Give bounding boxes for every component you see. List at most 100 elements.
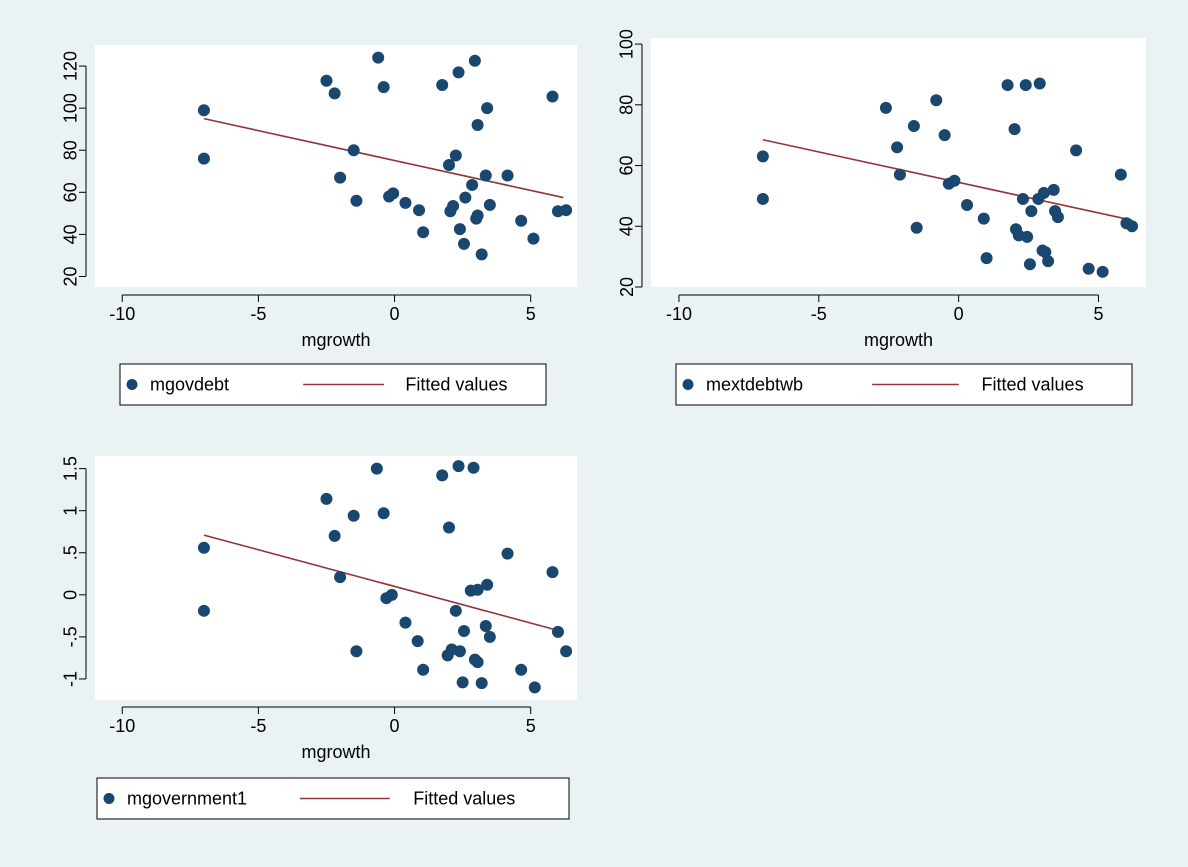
data-point: [385, 588, 398, 601]
x-tick-label: 0: [390, 716, 400, 736]
x-tick-label: 5: [526, 716, 536, 736]
data-point: [479, 169, 492, 182]
data-point: [1096, 265, 1109, 278]
data-point: [452, 66, 465, 79]
data-point: [334, 571, 347, 584]
data-point: [560, 645, 573, 658]
x-tick-label: -10: [109, 716, 135, 736]
plot-area: [95, 45, 577, 287]
data-point: [453, 223, 466, 236]
data-point: [501, 169, 514, 182]
data-point: [471, 118, 484, 131]
data-point: [467, 461, 480, 474]
data-point: [528, 681, 541, 694]
data-point: [449, 604, 462, 617]
data-point: [1070, 144, 1083, 157]
data-point: [197, 604, 210, 617]
data-point: [372, 51, 385, 64]
data-point: [413, 204, 426, 217]
x-tick-label: -5: [811, 304, 827, 324]
data-point: [475, 677, 488, 690]
data-point: [350, 194, 363, 207]
fitted-values-line: [203, 534, 564, 633]
data-point: [347, 144, 360, 157]
data-point: [481, 578, 494, 591]
y-tick-label: 80: [61, 140, 81, 160]
x-tick-label: 5: [1093, 304, 1103, 324]
data-point: [551, 625, 564, 638]
x-tick-label: 5: [526, 304, 536, 324]
data-point: [977, 212, 990, 225]
data-point: [350, 645, 363, 658]
data-point: [1021, 230, 1034, 243]
x-tick-label: -10: [109, 304, 135, 324]
data-point: [1008, 123, 1021, 136]
data-point: [1126, 220, 1139, 233]
legend-label-fitted: Fitted values: [982, 375, 1084, 395]
data-point: [197, 152, 210, 165]
data-point: [910, 221, 923, 234]
data-point: [452, 460, 465, 473]
plot-area: [651, 38, 1146, 287]
data-point: [443, 521, 456, 534]
data-point: [471, 209, 484, 222]
data-point: [468, 54, 481, 67]
data-point: [938, 129, 951, 142]
data-point: [197, 104, 210, 117]
data-point: [399, 196, 412, 209]
data-point: [756, 192, 769, 205]
data-point: [1023, 258, 1036, 271]
x-tick-label: -5: [250, 716, 266, 736]
y-tick-label: -.5: [61, 626, 81, 647]
data-point: [471, 656, 484, 669]
data-point: [756, 150, 769, 163]
data-point: [377, 507, 390, 520]
data-point: [471, 583, 484, 596]
data-point: [411, 635, 424, 648]
y-tick-label: -1: [61, 671, 81, 687]
legend-label-fitted: Fitted values: [405, 375, 507, 395]
data-point: [370, 462, 383, 475]
y-tick-label: 20: [617, 277, 637, 297]
data-point: [387, 187, 400, 200]
legend-label-scatter: mextdebtwb: [706, 375, 803, 395]
data-point: [328, 529, 341, 542]
data-point: [449, 149, 462, 162]
fitted-values-line: [203, 117, 564, 199]
data-point: [459, 191, 472, 204]
x-axis-title: mgrowth: [864, 330, 933, 350]
data-point: [320, 492, 333, 505]
data-point: [1001, 79, 1014, 92]
data-point: [1019, 79, 1032, 92]
data-point: [457, 625, 470, 638]
data-point: [475, 248, 488, 261]
data-point: [417, 226, 430, 239]
data-point: [515, 663, 528, 676]
data-point: [1042, 255, 1055, 268]
data-point: [961, 199, 974, 212]
data-point: [436, 469, 449, 482]
y-tick-label: 20: [61, 266, 81, 286]
data-point: [1114, 168, 1127, 181]
data-point: [560, 204, 573, 217]
legend-label-scatter: mgovernment1: [127, 789, 247, 809]
chart-panel-2: 20 40 60 80 100 -10 -5 0 5 mgrowth mextdebtwb Fitte…: [617, 29, 1146, 406]
legend-marker-icon: [682, 379, 694, 390]
y-tick-label: 60: [61, 182, 81, 202]
data-point: [501, 547, 514, 560]
data-point: [546, 566, 559, 579]
data-point: [447, 199, 460, 212]
x-tick-label: 0: [954, 304, 964, 324]
data-point: [481, 102, 494, 115]
y-tick-label: 40: [61, 224, 81, 244]
y-tick-label: 100: [617, 29, 637, 59]
legend-marker-icon: [126, 379, 138, 390]
legend-label-scatter: mgovdebt: [150, 375, 229, 395]
x-axis-title: mgrowth: [301, 742, 370, 762]
data-point: [320, 74, 333, 87]
y-tick-label: .5: [61, 545, 81, 560]
y-tick-label: 40: [617, 216, 637, 236]
data-point: [399, 616, 412, 629]
data-point: [1025, 205, 1038, 218]
